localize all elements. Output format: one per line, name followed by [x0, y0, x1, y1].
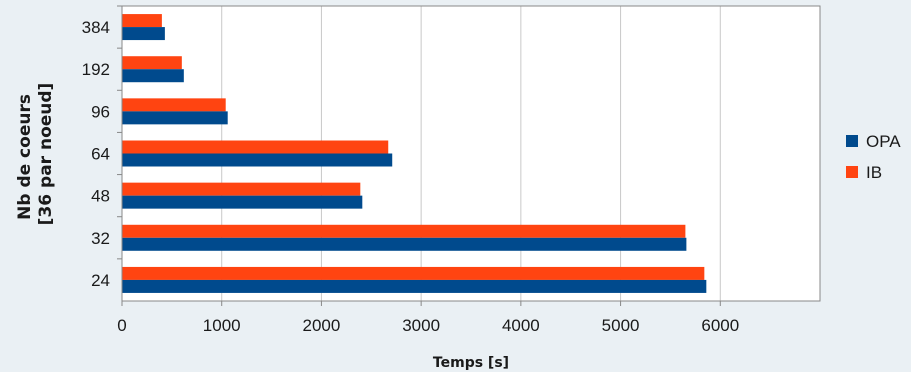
bar-ib-96 — [122, 98, 226, 112]
x-tick-label: 5000 — [602, 316, 640, 335]
x-tick-label: 3000 — [402, 316, 440, 335]
y-axis-ticks: 384 192 96 64 48 32 24 — [82, 5, 122, 290]
bar-ib-192 — [122, 56, 182, 70]
bar-ib-384 — [122, 14, 162, 28]
y-axis-title-line-2: [36 par noeud] — [36, 83, 56, 226]
bar-opa-24 — [122, 279, 707, 293]
legend: OPA IB — [846, 132, 901, 182]
legend-swatch-ib — [846, 166, 858, 178]
bar-opa-192 — [122, 69, 184, 83]
bar-opa-48 — [122, 195, 363, 209]
legend-label-ib: IB — [866, 163, 882, 182]
bar-ib-64 — [122, 140, 389, 154]
bar-opa-384 — [122, 27, 165, 41]
y-tick-label: 48 — [91, 187, 110, 206]
bar-opa-96 — [122, 111, 228, 125]
y-tick-label: 24 — [91, 271, 110, 290]
bar-ib-48 — [122, 182, 361, 196]
bar-opa-32 — [122, 237, 687, 251]
bars — [122, 14, 707, 293]
y-axis-title-line-1: Nb de coeurs — [15, 94, 35, 220]
y-tick-label: 96 — [91, 102, 110, 121]
y-tick-label: 192 — [82, 60, 110, 79]
x-tick-label: 6000 — [701, 316, 739, 335]
y-tick-label: 384 — [82, 18, 110, 37]
legend-label-opa: OPA — [866, 132, 901, 151]
x-axis-ticks: 0 1000 2000 3000 4000 5000 6000 — [117, 301, 739, 335]
y-tick-label: 32 — [91, 229, 110, 248]
x-tick-label: 1000 — [203, 316, 241, 335]
bar-ib-24 — [122, 266, 705, 280]
x-axis-title: Temps [s] — [433, 355, 509, 371]
x-tick-label: 2000 — [303, 316, 341, 335]
bar-ib-32 — [122, 224, 686, 238]
y-tick-label: 64 — [91, 145, 110, 164]
legend-swatch-opa — [846, 135, 858, 147]
y-axis-title: Nb de coeurs [36 par noeud] — [15, 83, 56, 226]
x-tick-label: 0 — [117, 316, 126, 335]
plot-border — [121, 5, 821, 302]
bar-opa-64 — [122, 153, 393, 167]
x-tick-label: 4000 — [502, 316, 540, 335]
